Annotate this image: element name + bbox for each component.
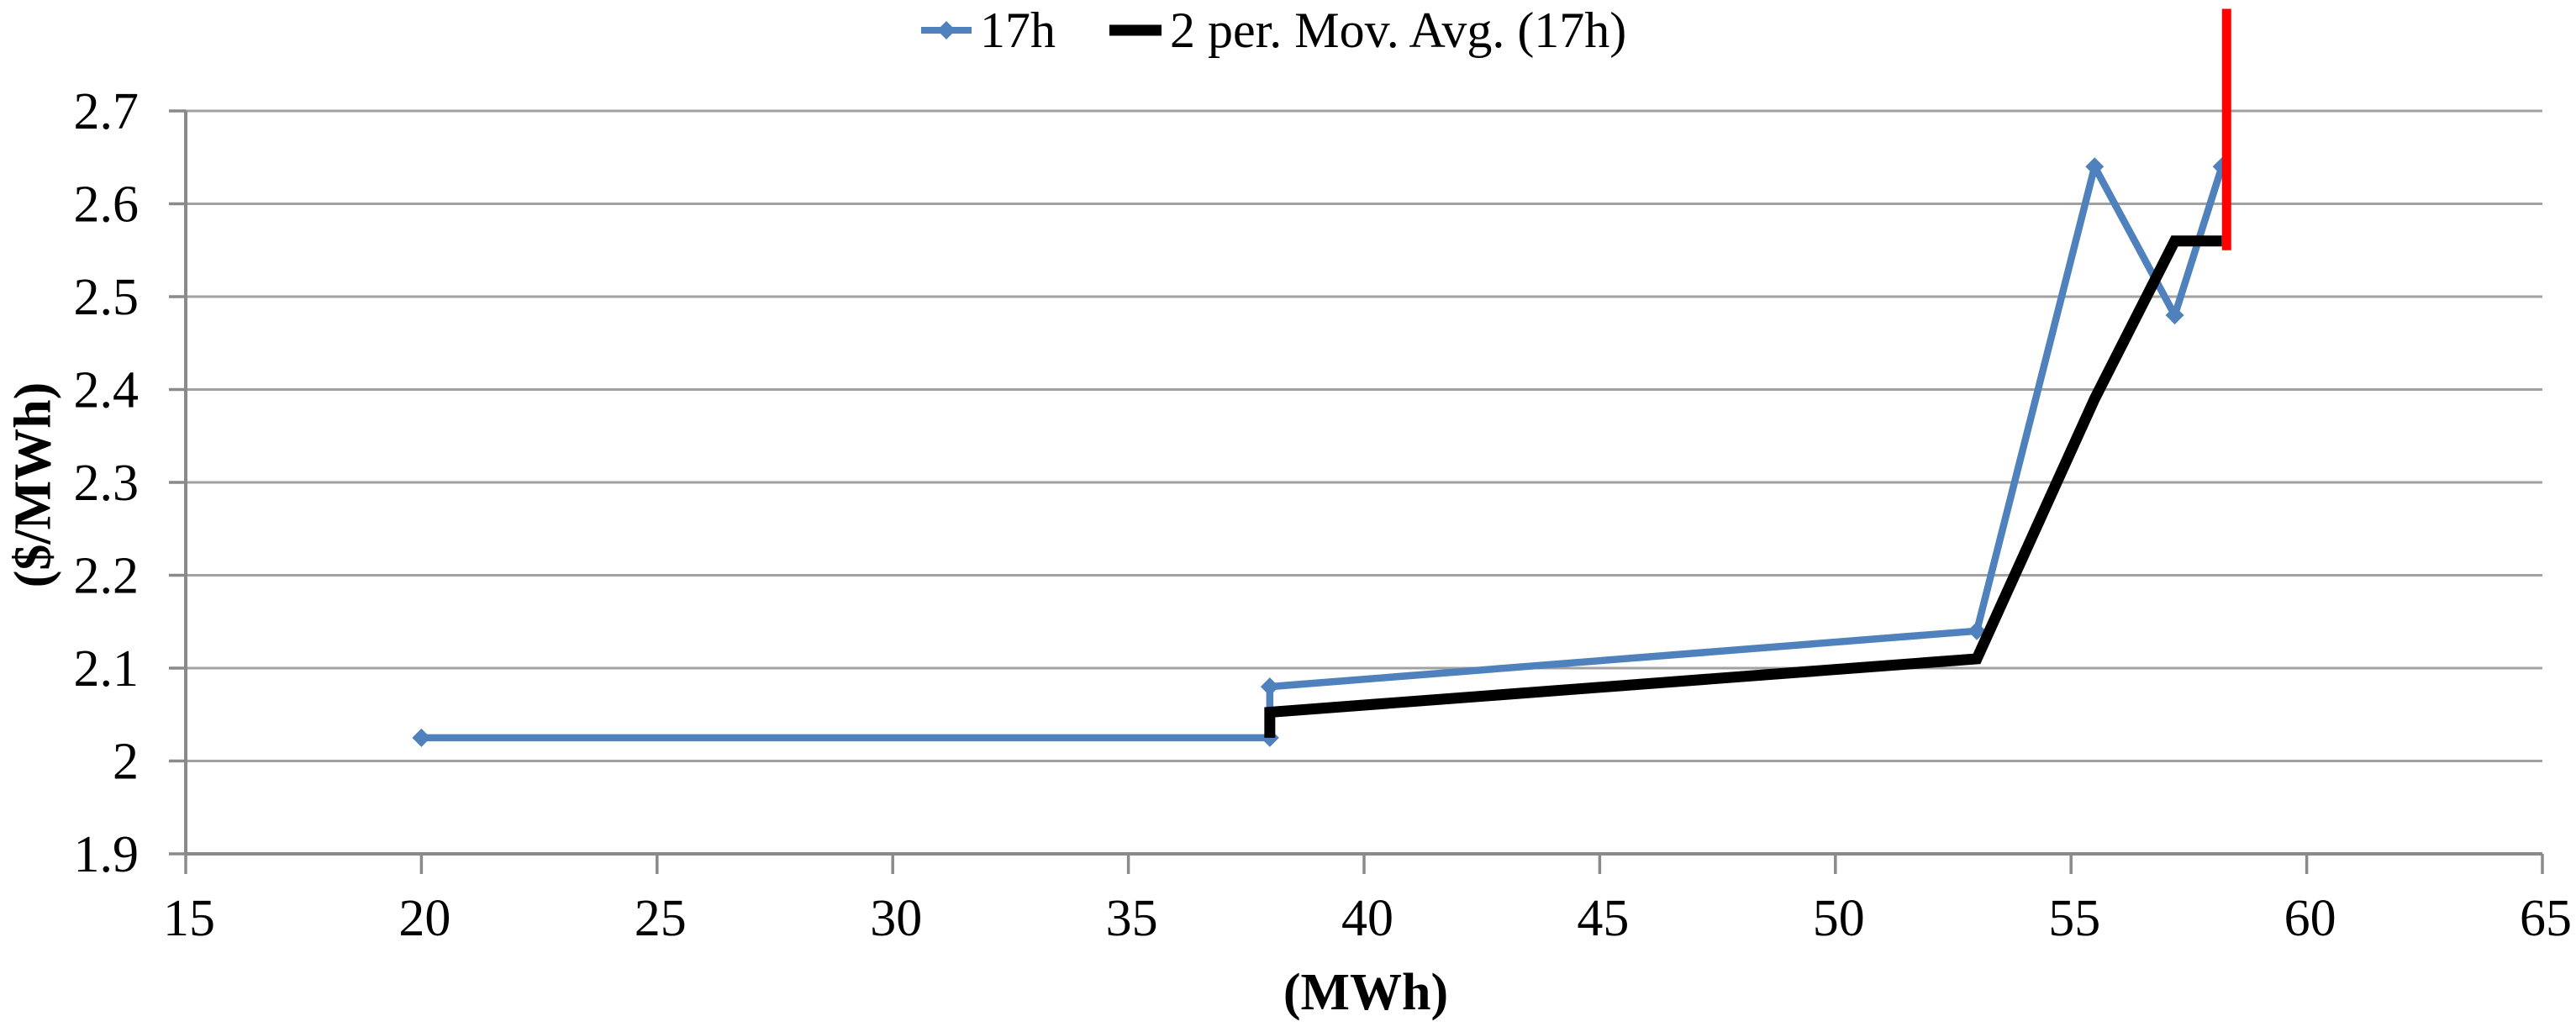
x-tick-label: 50: [1813, 890, 1865, 947]
y-tick-label: 2.2: [74, 548, 140, 605]
legend-diamond: [937, 21, 956, 39]
y-tick-label: 2.4: [74, 362, 140, 419]
legend-label-mov-avg: 2 per. Mov. Avg. (17h): [1170, 2, 1627, 58]
y-tick-label: 2.5: [74, 269, 140, 326]
series-line-17h: [421, 163, 2226, 742]
x-tick-label: 40: [1341, 890, 1393, 947]
legend-label-17h: 17h: [980, 2, 1056, 58]
thick-line-marker-icon: [1109, 24, 1162, 36]
data-point-marker: [2085, 157, 2105, 176]
y-tick-label: 2.7: [74, 83, 140, 140]
x-tick-label: 30: [870, 890, 922, 947]
y-tick-label: 2.1: [74, 640, 140, 698]
series-line-mov-avg: [1264, 235, 2222, 738]
y-tick-label: 1.9: [74, 826, 140, 883]
x-tick-label: 25: [635, 890, 687, 947]
data-point-marker: [1260, 677, 1279, 697]
x-axis-title: (MWh): [1283, 964, 1449, 1021]
legend-item-17h: 17h: [921, 2, 1056, 60]
legend: 17h 2 per. Mov. Avg. (17h): [921, 0, 1626, 61]
x-tick-label: 45: [1577, 890, 1629, 947]
y-tick-label: 2: [113, 734, 139, 791]
x-tick-label: 60: [2284, 890, 2336, 947]
line-diamond-marker-icon: [921, 21, 972, 39]
y-tick-label: 2.3: [74, 455, 140, 512]
x-tick-label: 20: [398, 890, 450, 947]
y-axis-title: ($/MWh): [4, 382, 62, 588]
legend-item-mov-avg: 2 per. Mov. Avg. (17h): [1109, 2, 1626, 60]
x-tick-label: 55: [2048, 890, 2100, 947]
x-tick-label: 35: [1106, 890, 1158, 947]
x-tick-label: 65: [2520, 890, 2572, 947]
y-tick-label: 2.6: [74, 176, 140, 234]
x-tick-label: 15: [163, 890, 215, 947]
data-point-marker: [2165, 306, 2184, 325]
data-point-marker: [412, 728, 431, 747]
